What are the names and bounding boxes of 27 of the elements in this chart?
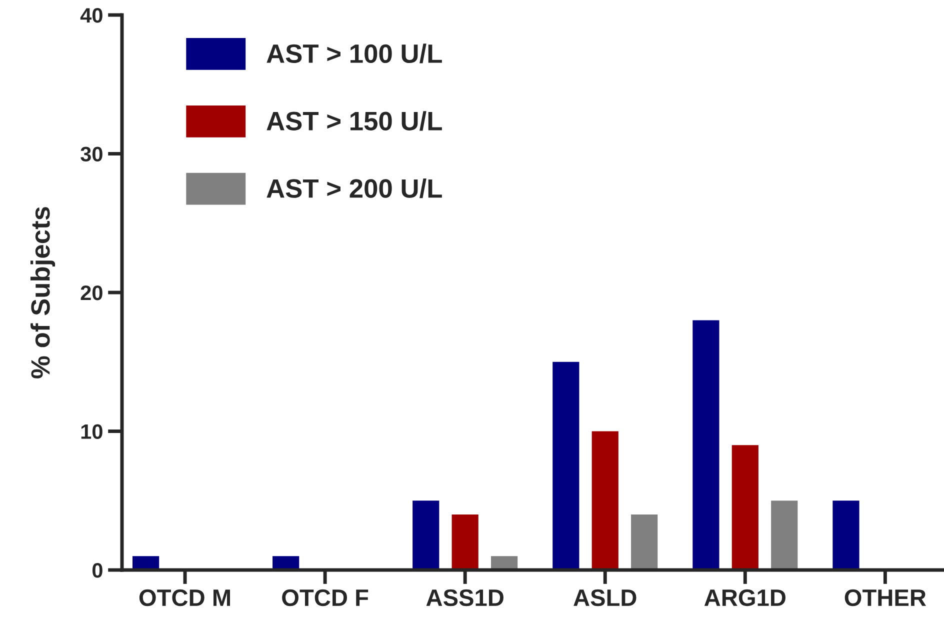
x-tick-label: ASS1D (426, 589, 504, 606)
y-tick-label: 20 (80, 286, 102, 300)
bar (592, 431, 618, 570)
bar (832, 500, 860, 570)
x-tick-label: ASLD (574, 589, 636, 606)
bar (490, 556, 518, 570)
y-tick-label: 10 (81, 424, 102, 440)
bar (631, 514, 658, 570)
legend-label: AST > 150 U/L (266, 111, 442, 131)
bar (771, 500, 798, 570)
y-tick-label: 40 (80, 8, 102, 23)
x-tick-label: OTHER (844, 589, 926, 606)
bar (412, 500, 440, 570)
legend-label: AST > 100 U/L (266, 44, 442, 64)
bar (552, 362, 580, 570)
y-tick-label: 30 (80, 146, 102, 162)
x-tick-label: OTCD M (139, 589, 230, 606)
legend-label: AST > 200 U/L (266, 178, 442, 198)
x-tick-label: OTCD F (282, 589, 368, 606)
y-tick-label: 0 (92, 563, 102, 578)
x-tick-label: ARG1D (704, 589, 786, 606)
bar (732, 445, 758, 570)
bar (132, 556, 160, 570)
bar (272, 556, 300, 570)
bar (692, 320, 720, 570)
y-axis-title: % of Subjects (30, 207, 56, 378)
bar (452, 514, 478, 570)
